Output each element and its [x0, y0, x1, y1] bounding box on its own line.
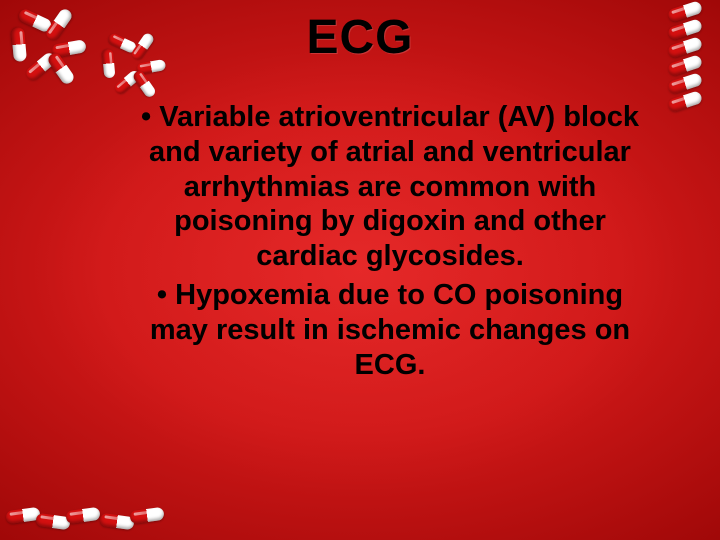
bullet-text: Hypoxemia due to CO poisoning may result… — [150, 279, 630, 381]
slide-body: • Variable atrioventricular (AV) block a… — [140, 100, 640, 386]
bullet-text: Variable atrioventricular (AV) block and… — [149, 101, 639, 272]
slide: ECG • Variable atrioventricular (AV) blo… — [0, 0, 720, 540]
bullet-icon: • — [141, 101, 151, 133]
bullet-icon: • — [157, 279, 167, 311]
list-item: • Variable atrioventricular (AV) block a… — [140, 100, 640, 274]
list-item: • Hypoxemia due to CO poisoning may resu… — [140, 278, 640, 382]
slide-title: ECG — [0, 10, 720, 65]
pill-row-icon — [8, 512, 162, 530]
